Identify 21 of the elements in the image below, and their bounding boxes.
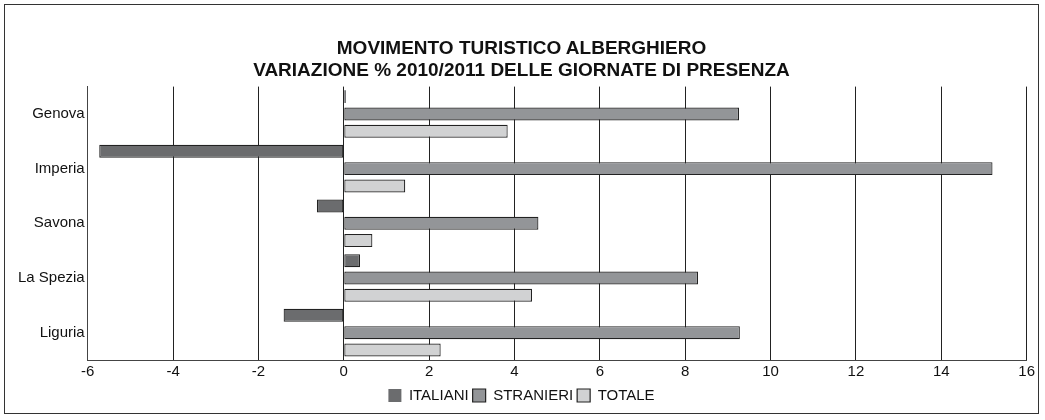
- x-tick-label: 10: [762, 362, 779, 380]
- x-tick-label: 8: [681, 362, 690, 380]
- y-tick-label: Genova: [32, 104, 86, 122]
- legend-label: TOTALE: [597, 385, 655, 403]
- x-tick-label: 2: [424, 362, 434, 380]
- legend-label: ITALIANI: [408, 385, 469, 403]
- x-tick-label: 12: [847, 362, 865, 380]
- x-tick-label: 16: [1018, 362, 1035, 380]
- x-tick-label: 6: [595, 362, 605, 380]
- y-tick-label: Liguria: [39, 322, 86, 340]
- x-tick-label: 4: [510, 362, 519, 380]
- x-tick-label: -2: [251, 362, 266, 380]
- x-tick-label: 14: [932, 362, 950, 380]
- x-tick-label: -4: [166, 362, 180, 380]
- y-tick-label: Savona: [33, 213, 86, 231]
- x-tick-label: 0: [339, 362, 348, 380]
- y-tick-label: Imperia: [34, 158, 86, 176]
- chart-title: MOVIMENTO TURISTICO ALBERGHIERO VARIAZIONE % 2010/2011 DELLE GIORNATE DI PRESENZA: [253, 36, 791, 81]
- x-tick-label: -6: [81, 362, 95, 380]
- y-tick-label: La Spezia: [18, 268, 86, 286]
- legend-label: STRANIERI: [493, 385, 574, 403]
